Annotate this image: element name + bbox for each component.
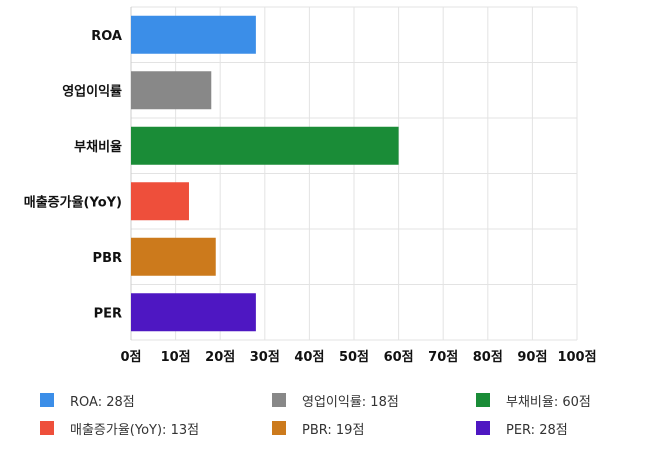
bar[interactable] <box>131 15 256 54</box>
legend-label: PER: 28점 <box>506 422 568 438</box>
legend-swatch <box>476 393 490 407</box>
x-tick-label: 50점 <box>339 350 369 365</box>
x-tick-label: 100점 <box>557 350 596 365</box>
bars <box>131 15 399 332</box>
legend-item-revenue-growth[interactable]: 매출증가율(YoY): 13점 <box>40 418 272 438</box>
legend-swatch <box>272 421 286 435</box>
legend: ROA: 28점 영업이익률: 18점 부채비율: 60점 매출증가율(YoY)… <box>40 390 640 438</box>
legend-swatch <box>40 393 54 407</box>
bar[interactable] <box>131 182 189 221</box>
x-tick-label: 20점 <box>205 350 235 365</box>
bar[interactable] <box>131 237 216 276</box>
legend-swatch <box>272 393 286 407</box>
x-tick-label: 40점 <box>294 350 324 365</box>
bar[interactable] <box>131 71 212 110</box>
legend-label: 영업이익률: 18점 <box>302 394 399 410</box>
x-tick-label: 90점 <box>517 350 547 365</box>
x-tick-labels: 0점 10점 20점 30점 40점 50점 60점 70점 80점 90점 100점 <box>120 350 596 365</box>
x-tick-label: 60점 <box>384 350 414 365</box>
x-tick-label: 0점 <box>120 350 141 365</box>
category-label: ROA <box>91 29 122 44</box>
legend-label: ROA: 28점 <box>70 394 135 410</box>
category-label: 매출증가율(YoY) <box>24 194 122 210</box>
legend-label: PBR: 19점 <box>302 422 365 438</box>
legend-item-per[interactable]: PER: 28점 <box>476 418 636 438</box>
x-tick-label: 80점 <box>473 350 503 365</box>
x-tick-label: 70점 <box>428 350 458 365</box>
category-label: PER <box>94 306 122 321</box>
legend-label: 매출증가율(YoY): 13점 <box>70 422 200 438</box>
legend-swatch <box>40 421 54 435</box>
category-label: PBR <box>93 251 122 266</box>
legend-swatch <box>476 421 490 435</box>
x-tick-label: 10점 <box>161 350 191 365</box>
legend-item-roa[interactable]: ROA: 28점 <box>40 390 272 410</box>
legend-item-debt-ratio[interactable]: 부채비율: 60점 <box>476 390 636 410</box>
bar[interactable] <box>131 293 256 332</box>
category-label: 영업이익률 <box>62 83 122 99</box>
x-tick-label: 30점 <box>250 350 280 365</box>
category-label: 부채비율 <box>74 139 122 155</box>
legend-label: 부채비율: 60점 <box>506 394 591 410</box>
legend-item-pbr[interactable]: PBR: 19점 <box>272 418 476 438</box>
bar[interactable] <box>131 126 399 165</box>
grid-lines <box>130 6 578 341</box>
legend-item-operating-margin[interactable]: 영업이익률: 18점 <box>272 390 476 410</box>
